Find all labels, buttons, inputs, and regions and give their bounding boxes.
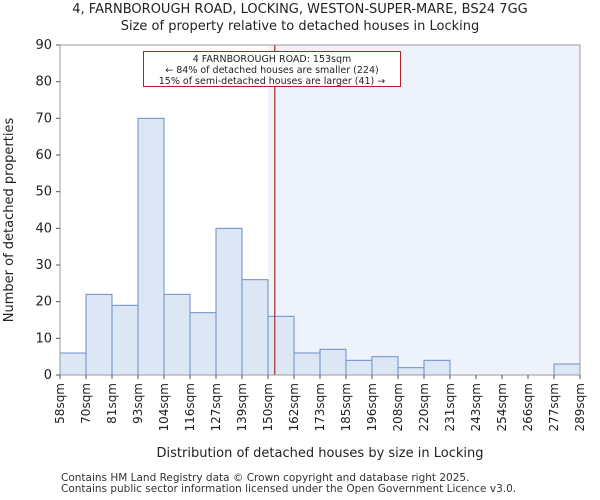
y-axis-label: Number of detached properties [2, 118, 17, 323]
y-tick-label: 90 [35, 38, 52, 53]
y-tick-label: 20 [35, 295, 52, 310]
histogram-bar [163, 293, 191, 376]
x-tick-label: 277sqm [547, 383, 561, 431]
histogram-bar [111, 304, 139, 376]
x-tick-label: 150sqm [261, 383, 275, 431]
histogram-bar [189, 312, 217, 376]
x-tick-label: 266sqm [521, 383, 535, 431]
histogram-bar [215, 227, 243, 376]
x-tick-label: 173sqm [313, 383, 327, 431]
x-tick-label: 116sqm [183, 383, 197, 431]
annotation-line-3: 15% of semi-detached houses are larger (… [158, 76, 386, 87]
x-tick-label: 208sqm [391, 383, 405, 431]
y-tick-label: 60 [35, 148, 52, 163]
y-tick-label: 10 [35, 331, 52, 346]
x-tick-label: 220sqm [417, 383, 431, 431]
annotation-line-1: 4 FARNBOROUGH ROAD: 153sqm [192, 54, 352, 65]
x-tick-label: 231sqm [443, 383, 457, 431]
histogram-bar [267, 315, 295, 376]
histogram-bar [241, 279, 269, 376]
chart-title-address: 4, FARNBOROUGH ROAD, LOCKING, WESTON-SUP… [72, 2, 528, 17]
footer-licence: Contains public sector information licen… [61, 483, 517, 495]
y-tick-label: 50 [35, 185, 52, 200]
x-tick-label: 81sqm [105, 383, 119, 424]
x-tick-label: 196sqm [365, 383, 379, 431]
x-tick-label: 104sqm [157, 383, 171, 431]
x-tick-label: 58sqm [53, 383, 67, 424]
histogram-bar [397, 367, 425, 376]
y-tick-label: 80 [35, 75, 52, 90]
x-tick-label: 127sqm [209, 383, 223, 431]
chart-subtitle: Size of property relative to detached ho… [120, 19, 480, 34]
x-tick-label: 254sqm [495, 383, 509, 431]
y-tick-label: 0 [44, 368, 52, 383]
histogram-bar [137, 117, 165, 376]
annotation-box: 4 FARNBOROUGH ROAD: 153sqm ← 84% of deta… [143, 51, 401, 87]
x-tick-label: 70sqm [79, 383, 93, 424]
y-tick-label: 30 [35, 258, 52, 273]
x-tick-label: 162sqm [287, 383, 301, 431]
histogram-bar [345, 359, 373, 376]
histogram-bar [423, 359, 451, 376]
histogram-bar [319, 348, 347, 376]
x-tick-label: 243sqm [469, 383, 483, 431]
annotation-line-2: ← 84% of detached houses are smaller (22… [165, 65, 379, 76]
histogram-bar [85, 293, 113, 376]
highlight-region [268, 45, 580, 375]
y-tick-label: 40 [35, 221, 52, 236]
y-tick-label: 70 [35, 111, 52, 126]
x-tick-label: 289sqm [573, 383, 587, 431]
x-tick-label: 93sqm [131, 383, 145, 424]
x-axis-label: Distribution of detached houses by size … [157, 446, 484, 461]
footer-copyright: Contains HM Land Registry data © Crown c… [61, 472, 470, 484]
x-tick-label: 139sqm [235, 383, 249, 431]
histogram-bar [293, 352, 321, 376]
x-tick-label: 185sqm [339, 383, 353, 431]
histogram-bar [59, 352, 87, 376]
histogram-bar [553, 363, 581, 376]
histogram-bar [371, 356, 399, 376]
